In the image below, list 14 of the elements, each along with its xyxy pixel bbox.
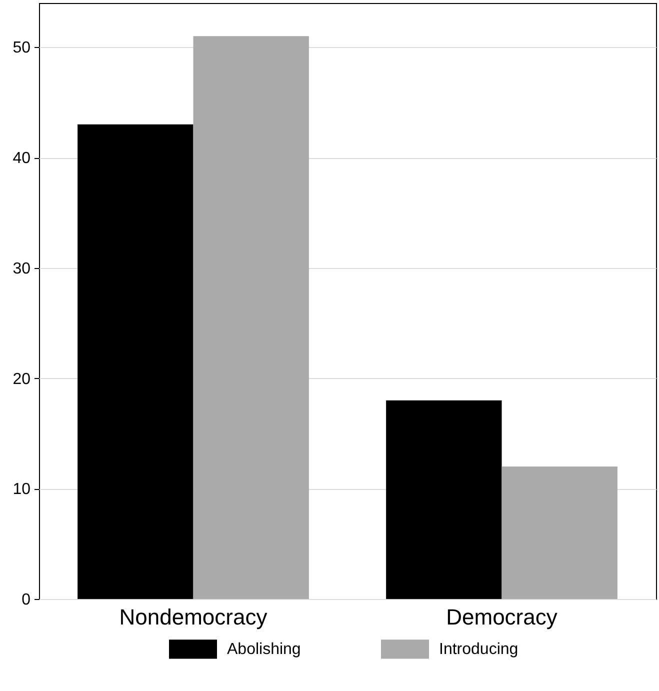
y-tick-label: 40 (12, 150, 31, 168)
bar (502, 466, 618, 599)
bar (386, 400, 502, 599)
y-tick-label: 50 (12, 40, 31, 57)
y-tick-label: 30 (12, 260, 31, 278)
legend-label: Introducing (439, 641, 518, 658)
legend-label: Abolishing (227, 641, 301, 658)
bar (78, 124, 194, 599)
y-tick-label: 20 (12, 370, 31, 388)
y-tick-label: 0 (22, 592, 31, 608)
y-tick-label: 10 (12, 481, 31, 498)
x-tick-label: Nondemocracy (119, 604, 268, 630)
bar (193, 36, 309, 599)
x-tick-label: Democracy (446, 604, 558, 630)
